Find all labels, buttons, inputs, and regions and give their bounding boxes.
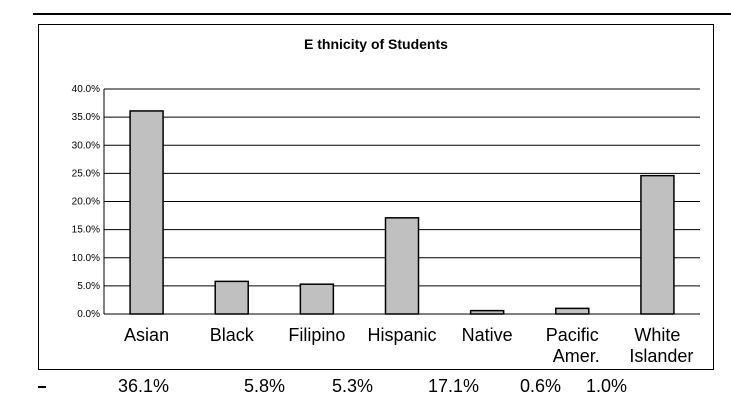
bar-native: [469, 309, 505, 315]
y-tick-label: 0.0%: [77, 309, 100, 320]
bar-black: [214, 280, 249, 315]
y-tick-label: 25.0%: [72, 168, 100, 179]
percent-data-label: 5.3%: [332, 376, 374, 396]
y-tick-label: 15.0%: [72, 225, 100, 236]
x-tick-label: Filipino: [288, 325, 345, 345]
y-tick-label: 20.0%: [72, 197, 100, 208]
y-tick-label: 30.0%: [72, 140, 100, 151]
chart-frame: E thnicity of Students: [38, 24, 714, 370]
percent-data-label: 0.6%: [520, 376, 562, 396]
x-tick-label: Asian: [124, 325, 169, 345]
y-tick-label: 40.0%: [72, 84, 100, 95]
bar-asian: [129, 110, 164, 315]
x-tick-label: Black: [210, 325, 255, 345]
x-tick-label: Amer.: [553, 346, 600, 366]
bar-pacific: [555, 307, 590, 315]
percent-data-label: 5.8%: [244, 376, 286, 396]
bar-white: [640, 174, 675, 315]
x-tick-label: White: [634, 325, 680, 345]
bar-hispanic: [384, 217, 420, 315]
left-tick-mark: [38, 386, 46, 388]
percent-data-label: 1.0%: [586, 376, 628, 396]
y-tick-label: 35.0%: [72, 112, 100, 123]
percent-data-label: 36.1%: [118, 376, 170, 396]
y-tick-label: 5.0%: [77, 281, 100, 292]
percent-data-label: 17.1%: [428, 376, 480, 396]
bar-filipino: [299, 283, 335, 315]
x-tick-label: Native: [462, 325, 513, 345]
top-rule: [33, 13, 731, 15]
x-tick-label: Pacific: [546, 325, 599, 345]
x-tick-label: Hispanic: [367, 325, 436, 345]
x-tick-label: Islander: [629, 346, 693, 366]
y-tick-label: 10.0%: [72, 253, 100, 264]
chart-title: E thnicity of Students: [304, 36, 448, 52]
